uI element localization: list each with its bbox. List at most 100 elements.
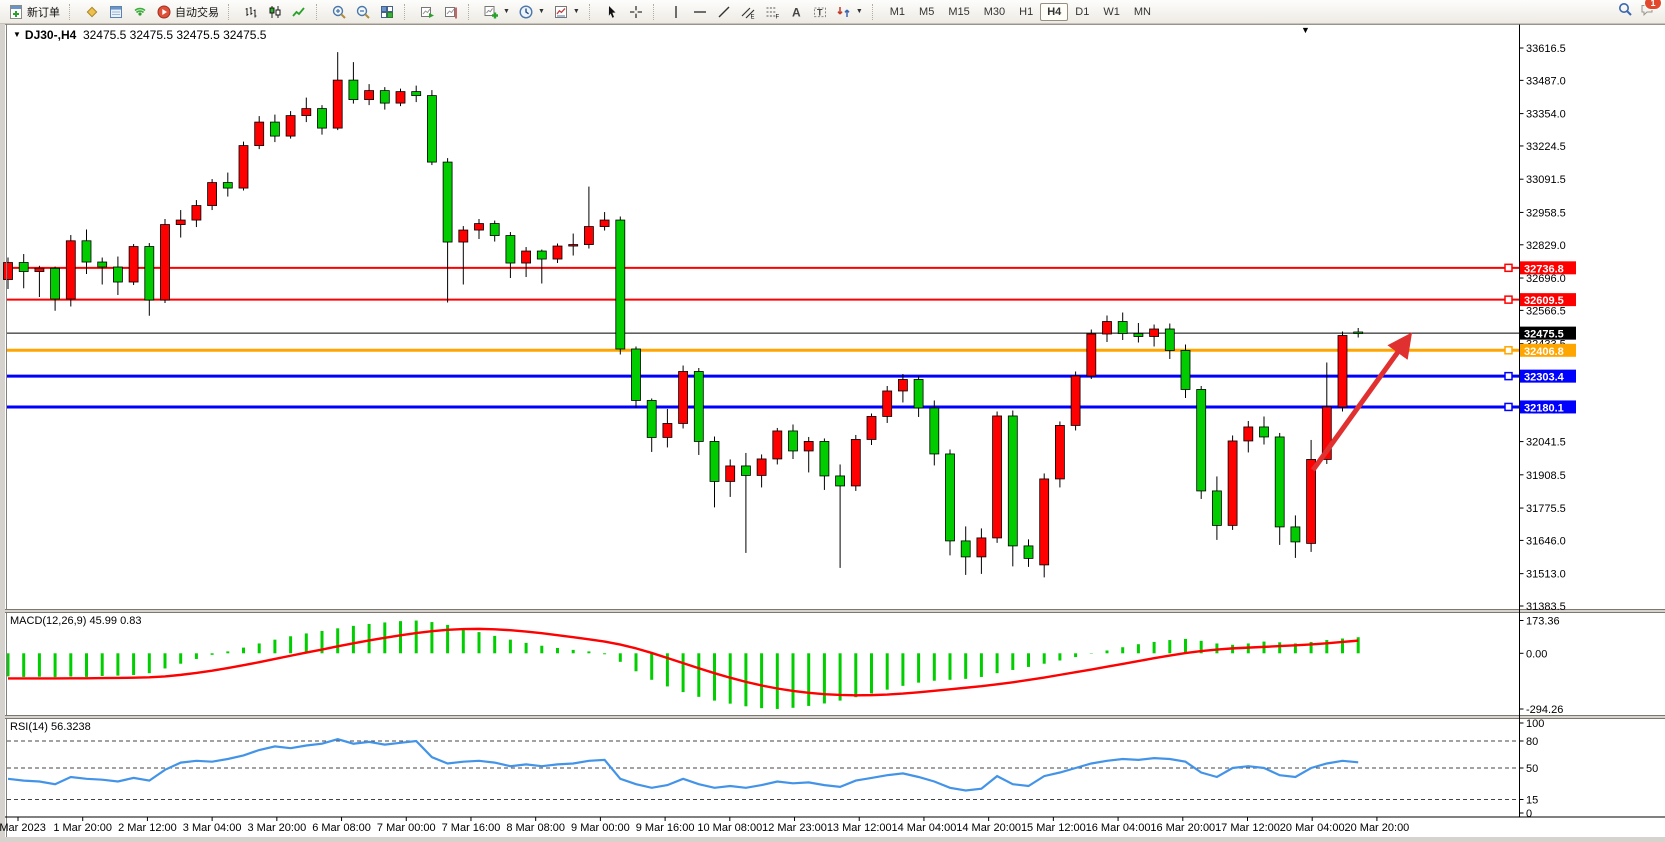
bar-chart-icon bbox=[245, 6, 257, 17]
autotrade-icon bbox=[157, 5, 171, 18]
periods-icon bbox=[519, 4, 533, 19]
zoom-in-button[interactable] bbox=[327, 0, 351, 24]
candle bbox=[1039, 478, 1050, 566]
timeframe-w1[interactable]: W1 bbox=[1103, 5, 1120, 18]
rsi-line bbox=[7, 738, 1359, 792]
panel-separator[interactable] bbox=[5, 715, 1665, 719]
line-handle[interactable] bbox=[1504, 346, 1513, 355]
navigator-button[interactable] bbox=[128, 0, 152, 24]
add-indicator-button[interactable]: ▼ bbox=[479, 0, 514, 24]
candle bbox=[332, 79, 343, 129]
candle bbox=[756, 458, 767, 476]
template-button[interactable]: ▼ bbox=[549, 0, 584, 24]
time-tick-label: 20 Mar 04:00 bbox=[1280, 822, 1345, 834]
autotrade-button[interactable]: 自动交易 bbox=[152, 0, 223, 24]
zoom-out-button[interactable] bbox=[351, 0, 375, 24]
notifications-button[interactable]: 1 bbox=[1639, 0, 1662, 22]
candle bbox=[803, 441, 814, 452]
dropdown-caret-icon[interactable]: ▼ bbox=[537, 8, 545, 15]
symbol-timeframe: DJ30-,H4 bbox=[24, 28, 77, 42]
navigator-icon bbox=[134, 7, 146, 16]
periods-button[interactable]: ▼ bbox=[514, 0, 549, 24]
candle bbox=[113, 266, 123, 283]
tile-windows-button[interactable] bbox=[375, 0, 399, 24]
line-handle[interactable] bbox=[1504, 371, 1513, 381]
candle bbox=[442, 161, 453, 243]
macd-name: MACD(12,26,9) bbox=[10, 615, 87, 627]
candle bbox=[1149, 328, 1159, 337]
candle bbox=[238, 145, 249, 189]
candle bbox=[1353, 331, 1364, 334]
label-button[interactable]: T bbox=[808, 0, 832, 24]
candle bbox=[207, 182, 218, 206]
zoom-out-icon bbox=[356, 5, 370, 19]
candle bbox=[411, 91, 422, 97]
timeframe-m5[interactable]: M5 bbox=[919, 5, 935, 18]
timeframe-m15[interactable]: M15 bbox=[948, 5, 970, 18]
candle bbox=[693, 371, 704, 442]
cursor-button[interactable] bbox=[600, 0, 624, 24]
candle bbox=[1337, 335, 1348, 408]
panel-separator[interactable] bbox=[5, 609, 1665, 613]
timeframe-h4[interactable]: H4 bbox=[1040, 2, 1069, 21]
channel-button[interactable]: E bbox=[736, 0, 760, 24]
shapes-button[interactable]: ▼ bbox=[832, 0, 867, 24]
dropdown-caret-icon[interactable]: ▼ bbox=[855, 8, 863, 15]
chart-background[interactable] bbox=[5, 24, 1665, 837]
line-handle[interactable] bbox=[1504, 263, 1513, 273]
timeframe-h1[interactable]: H1 bbox=[1019, 5, 1034, 18]
time-tick-label: 20 Mar 20:00 bbox=[1344, 822, 1409, 834]
time-tick-label: 7 Mar 00:00 bbox=[377, 822, 436, 834]
time-tick-label: 3 Mar 04:00 bbox=[183, 822, 242, 834]
vline-button[interactable] bbox=[664, 0, 688, 24]
timeframe-m30[interactable]: M30 bbox=[983, 5, 1006, 18]
candle bbox=[631, 348, 641, 401]
time-tick-label: 2 Mar 12:00 bbox=[118, 822, 177, 834]
chart-info-line[interactable]: ▼ DJ30-,H4 32475.5 32475.5 32475.5 32475.… bbox=[13, 28, 266, 42]
dropdown-caret-icon[interactable]: ▼ bbox=[503, 8, 510, 15]
svg-text:F: F bbox=[775, 14, 779, 20]
chart-flip-button[interactable] bbox=[80, 0, 104, 24]
price-tick-label: 31908.5 bbox=[1526, 470, 1566, 482]
chart-shift-button[interactable] bbox=[439, 0, 463, 24]
dropdown-caret-icon[interactable]: ▼ bbox=[572, 8, 580, 15]
chart-shift-marker[interactable]: ▼ bbox=[1301, 25, 1310, 35]
line-chart-button[interactable] bbox=[287, 0, 311, 24]
candle bbox=[1212, 490, 1222, 526]
fibo-button[interactable]: F bbox=[760, 0, 784, 24]
candle bbox=[1055, 425, 1065, 480]
candle bbox=[81, 240, 92, 263]
timeframe-m1[interactable]: M1 bbox=[889, 5, 906, 18]
rsi-tick-label: 80 bbox=[1526, 736, 1538, 748]
new-order-button[interactable]: 新订单 bbox=[4, 0, 64, 24]
price-label-box bbox=[1520, 261, 1576, 275]
auto-arrange-icon bbox=[421, 6, 434, 18]
toolbar: 新订单 自动交易 ▼ ▼ ▼ E F A T ▼ M1 M5 M15 M30 H1 H4 D1 W1 MN 1 bbox=[0, 0, 1665, 24]
candle bbox=[1086, 333, 1097, 377]
timeframe-d1[interactable]: D1 bbox=[1075, 5, 1090, 18]
price-tick-label: 31775.5 bbox=[1526, 503, 1566, 515]
search-button[interactable] bbox=[1617, 1, 1633, 22]
trendline-button[interactable] bbox=[712, 0, 736, 24]
candlestick-icon bbox=[269, 5, 281, 18]
candle bbox=[285, 115, 296, 137]
candle bbox=[1007, 415, 1018, 547]
trend-arrow-annotation[interactable] bbox=[1310, 332, 1413, 472]
crosshair-button[interactable] bbox=[624, 0, 648, 24]
bar-chart-button[interactable] bbox=[239, 0, 263, 24]
market-watch-button[interactable] bbox=[104, 0, 128, 24]
candle bbox=[1243, 426, 1254, 442]
auto-arrange-button[interactable] bbox=[415, 0, 439, 24]
candle bbox=[1102, 321, 1112, 335]
time-tick-label: 9 Mar 00:00 bbox=[571, 822, 630, 834]
timeframe-mn[interactable]: MN bbox=[1133, 5, 1151, 18]
price-label-box bbox=[1520, 343, 1576, 357]
text-button[interactable]: A bbox=[784, 0, 808, 24]
new-order-icon bbox=[10, 4, 22, 19]
symbol-dropdown-icon[interactable]: ▼ bbox=[13, 30, 21, 39]
hline-button[interactable] bbox=[688, 0, 712, 24]
candlestick-button[interactable] bbox=[263, 0, 287, 24]
line-handle[interactable] bbox=[1504, 295, 1513, 304]
line-handle[interactable] bbox=[1504, 402, 1513, 412]
